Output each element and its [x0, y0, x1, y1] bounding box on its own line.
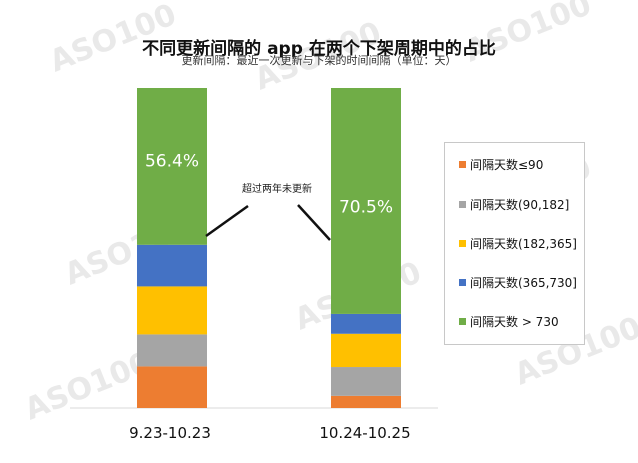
legend-label: 间隔天数(90,182] — [470, 197, 570, 212]
bar-segment — [331, 88, 401, 314]
bar-segment — [331, 313, 401, 334]
bar-segment — [137, 88, 207, 245]
legend-swatch — [459, 160, 466, 168]
legend-label: 间隔天数(365,730] — [470, 275, 577, 290]
watermark-text: ASO100 — [20, 345, 156, 427]
x-tick-label-2: 10.24-10.25 — [319, 424, 411, 442]
callout-label: 超过两年未更新 — [242, 184, 312, 195]
legend-label: 间隔天数(182,365] — [470, 236, 577, 251]
data-label: 56.4% — [145, 151, 199, 171]
callout-line-left — [205, 204, 249, 238]
legend-item: 间隔天数(365,730] — [459, 274, 577, 290]
bar-segment — [331, 395, 401, 408]
legend-item: 间隔天数≤90 — [459, 156, 543, 172]
legend-label: 间隔天数 > 730 — [470, 314, 559, 329]
bars-layer: 56.4% 70.5% — [137, 88, 401, 408]
bar-segment — [137, 286, 207, 335]
bar-segment — [137, 366, 207, 408]
data-label: 70.5% — [339, 197, 393, 217]
legend-swatch — [459, 239, 466, 247]
chart-subtitle: 更新间隔：最近一次更新与下架的时间间隔（单位：天） — [181, 54, 457, 67]
legend-swatch — [459, 278, 466, 286]
bar-segment — [331, 367, 401, 396]
legend-swatch — [459, 200, 466, 208]
legend-item: 间隔天数(90,182] — [459, 196, 569, 212]
legend-label: 间隔天数≤90 — [470, 157, 544, 172]
x-tick-label-1: 9.23-10.23 — [129, 424, 211, 442]
chart-title: 不同更新间隔的 app 在两个下架周期中的占比 — [142, 39, 496, 59]
bar-segment — [137, 334, 207, 367]
callout-line-right — [297, 204, 331, 241]
legend-swatch — [459, 317, 466, 325]
chart-legend: 间隔天数≤90 间隔天数(90,182] 间隔天数(182,365] 间隔天数(… — [444, 142, 585, 345]
bar-segment — [137, 244, 207, 287]
bar-segment — [331, 333, 401, 368]
legend-item: 间隔天数 > 730 — [459, 313, 559, 329]
legend-item: 间隔天数(182,365] — [459, 235, 577, 251]
